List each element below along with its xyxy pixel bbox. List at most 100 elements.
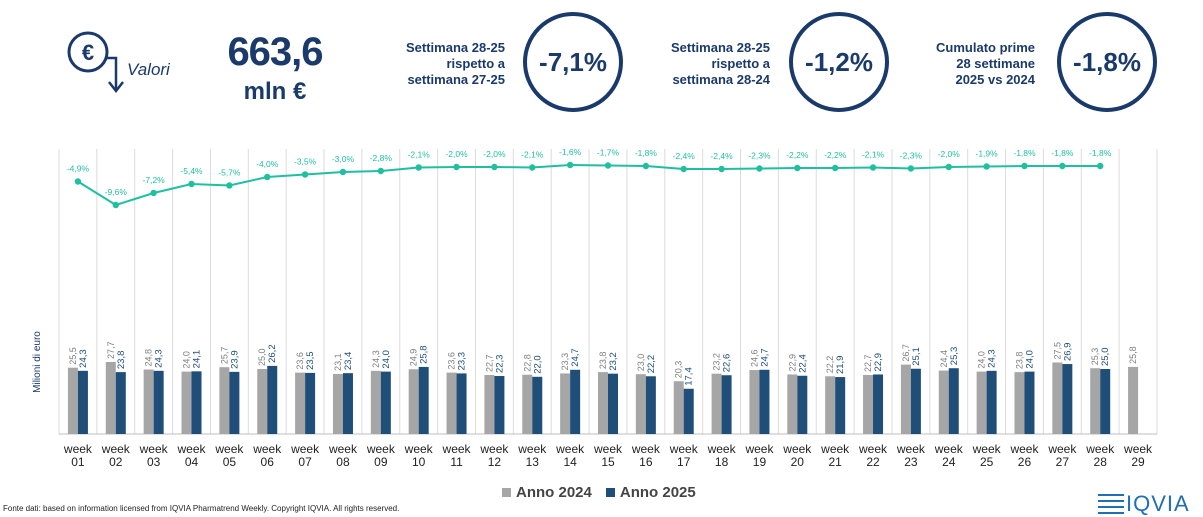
x-tick-label: week	[101, 442, 131, 456]
trend-point-label: -1,6%	[559, 147, 582, 157]
x-tick-label: 17	[677, 455, 691, 469]
x-tick-label: 28	[1094, 455, 1108, 469]
trend-point	[226, 182, 233, 189]
bar-label-2025: 25,1	[911, 347, 922, 366]
trend-point-label: -2,2%	[824, 150, 847, 160]
bar-label-2024: 25,5	[68, 347, 78, 365]
bar-2024	[1014, 372, 1025, 434]
bar-label-2024: 23,6	[447, 352, 457, 370]
x-tick-label: 03	[147, 455, 161, 469]
trend-point-label: -1,9%	[976, 149, 999, 159]
bar-2024	[67, 367, 78, 434]
x-tick-label: 15	[601, 455, 615, 469]
trend-point-label: -4,0%	[256, 159, 279, 169]
trend-point-label: -2,3%	[900, 151, 923, 161]
bar-label-2024: 25,7	[219, 347, 229, 365]
bar-2025	[721, 375, 732, 434]
bar-2025	[986, 370, 997, 434]
bar-label-2024: 27,5	[1052, 342, 1062, 360]
trend-point-label: -3,0%	[332, 154, 355, 164]
bar-2025	[77, 370, 88, 434]
source-footnote: Fonte dati: based on information license…	[3, 504, 400, 513]
x-tick-label: week	[290, 442, 320, 456]
trend-point	[983, 163, 990, 170]
trend-point-label: -9,6%	[105, 187, 128, 197]
bar-label-2025: 24,1	[192, 350, 203, 369]
bar-label-2024: 27,7	[106, 341, 116, 359]
kpi-label-week-vs-last-year: Settimana 28-25 rispetto a settimana 28-…	[671, 40, 770, 87]
bar-2025	[608, 373, 618, 434]
bar-2025	[835, 377, 846, 434]
iqvia-logo-mark	[1098, 494, 1124, 514]
bar-2024	[749, 370, 760, 434]
x-tick-label: 16	[639, 455, 653, 469]
x-tick-label: week	[404, 442, 434, 456]
trend-point-label: -2,2%	[786, 150, 809, 160]
x-tick-label: week	[517, 442, 547, 456]
x-tick-label: week	[593, 442, 623, 456]
trend-point	[831, 164, 839, 172]
bar-label-2024: 22,7	[863, 354, 873, 372]
trend-point-label: -2,1%	[408, 150, 431, 160]
bar-label-2024: 23,2	[712, 353, 722, 371]
bar-2024	[522, 374, 533, 434]
x-tick-label: 21	[828, 455, 842, 469]
bar-label-2025: 24,7	[759, 348, 770, 367]
bar-2025	[1024, 371, 1035, 434]
trend-point-label: -2,3%	[748, 151, 771, 161]
bar-label-2024: 24,0	[977, 351, 987, 369]
trend-point-label: -1,7%	[597, 148, 620, 158]
bar-label-2025: 23,9	[229, 350, 240, 369]
bar-label-2024: 20,3	[674, 361, 684, 379]
trend-point	[756, 165, 763, 172]
trend-point	[718, 165, 725, 173]
kpi-label-cumulative: Cumulato prime 28 settimane 2025 vs 2024	[936, 40, 1035, 87]
bar-label-2024: 22,9	[787, 354, 797, 372]
x-tick-label: week	[177, 442, 207, 456]
trend-point-label: -1,8%	[635, 148, 658, 158]
bar-2025	[645, 376, 656, 434]
iqvia-logo-text: IQVIA	[1126, 491, 1190, 516]
bar-label-2025: 26,2	[267, 344, 278, 363]
trend-point-label: -2,0%	[938, 149, 961, 159]
x-tick-label: week	[63, 442, 93, 456]
bar-label-2025: 23,5	[305, 351, 316, 370]
trend-point-label: -5,4%	[180, 166, 203, 176]
bar-2024	[181, 371, 192, 434]
x-tick-label: 07	[298, 455, 312, 469]
chart-legend: Anno 2024 Anno 2025	[502, 484, 696, 501]
bar-2024	[143, 369, 154, 434]
trend-point	[188, 180, 195, 188]
trend-point-label: -2,0%	[445, 149, 468, 159]
bar-2025	[267, 365, 278, 434]
x-tick-label: 29	[1131, 455, 1145, 469]
bar-label-2025: 22,0	[532, 355, 543, 374]
bar-2025	[191, 371, 202, 434]
trend-point	[794, 164, 801, 172]
x-tick-label: week	[1009, 442, 1039, 456]
bar-2024	[408, 369, 419, 434]
bar-label-2025: 17,4	[684, 367, 695, 386]
trend-point-label: -5,7%	[218, 168, 241, 178]
trend-point-label: -4,9%	[67, 164, 90, 174]
x-tick-label: week	[1123, 442, 1153, 456]
iqvia-logo: IQVIA	[1098, 491, 1190, 517]
bar-label-2024: 23,8	[1014, 352, 1024, 370]
currency-symbol: €	[82, 40, 94, 65]
bar-label-2025: 22,3	[494, 355, 505, 374]
x-tick-label: week	[328, 442, 358, 456]
bar-2025	[910, 368, 921, 434]
trend-point	[377, 167, 385, 175]
kpi-circle-cumulative: -1,8%	[1057, 12, 1157, 112]
trend-point	[642, 162, 650, 170]
trend-point	[112, 201, 119, 209]
bar-2024	[484, 374, 495, 434]
x-tick-label: 11	[450, 455, 463, 469]
trend-point	[301, 171, 309, 178]
kpi-circle-week-vs-prev-week: -7,1%	[523, 12, 623, 112]
y-axis-title: Milioni di euro	[32, 331, 43, 393]
bar-2025	[229, 371, 240, 434]
bar-2025	[342, 373, 353, 434]
x-tick-label: 27	[1056, 455, 1070, 469]
bar-label-2025: 25,3	[949, 347, 960, 366]
